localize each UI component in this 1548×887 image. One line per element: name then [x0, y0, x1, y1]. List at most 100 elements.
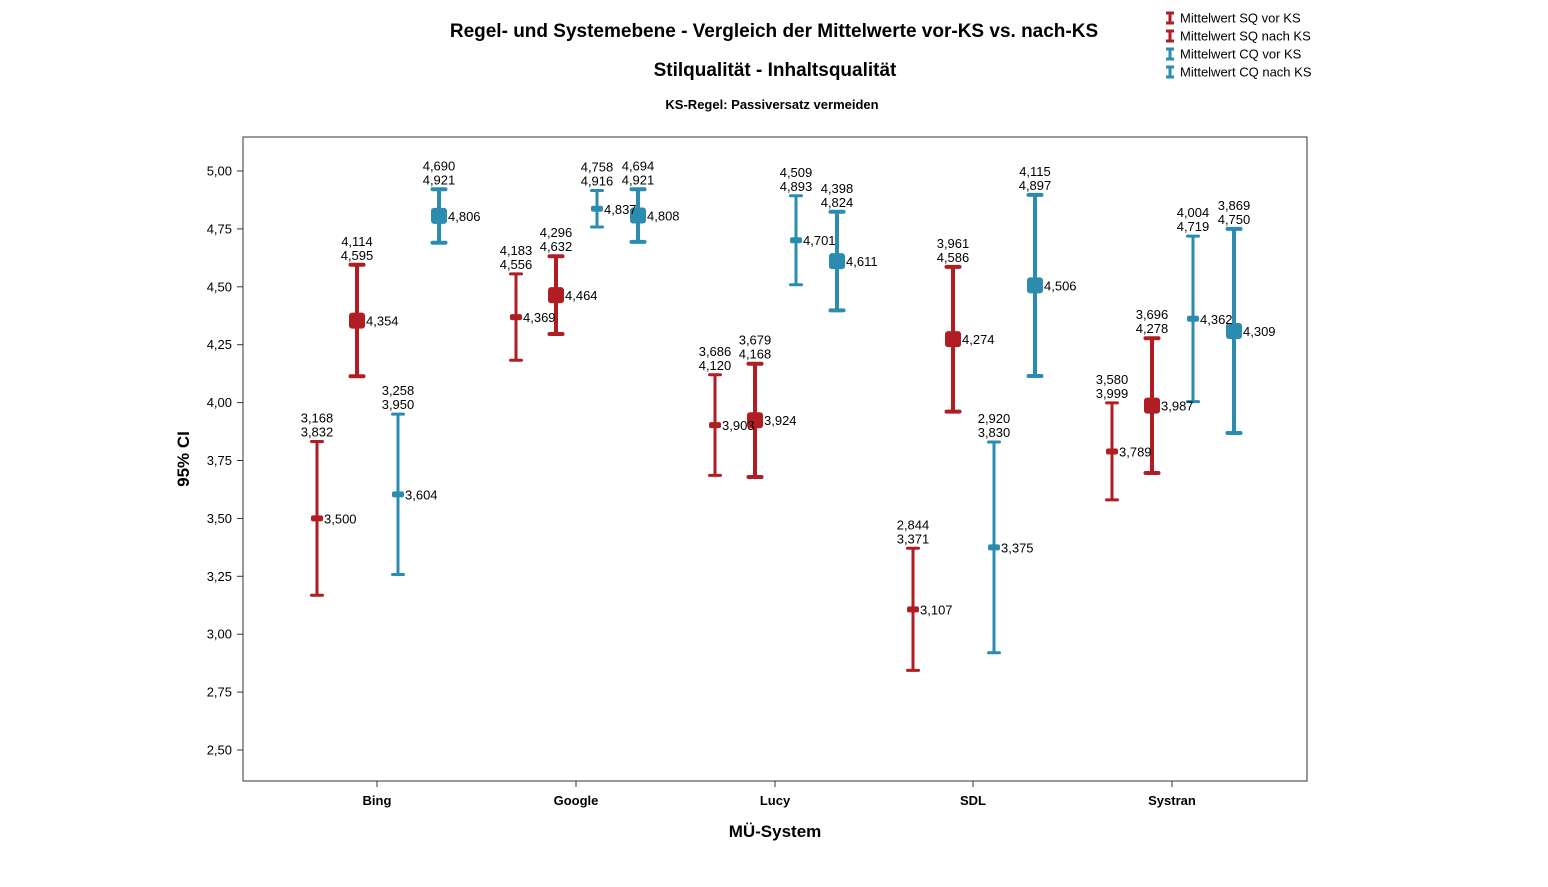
y-tick-label: 4,00 [207, 395, 232, 410]
error-bar-series-4 [1225, 226, 1243, 435]
x-axis: Bing Google Lucy SDL Systran [363, 781, 1196, 808]
mean-marker-square [829, 253, 845, 270]
legend-item-1: Mittelwert SQ vor KS [1166, 11, 1301, 26]
error-bar-series-1 [708, 373, 722, 477]
ci-upper-label: 4,719 [1177, 219, 1210, 234]
ci-upper-label: 4,921 [423, 172, 456, 187]
error-bars [310, 187, 1243, 672]
error-bar-series-2 [746, 361, 764, 479]
y-tick-label: 4,75 [207, 221, 232, 236]
ci-lower-label: 4,115 [1019, 164, 1051, 179]
error-bar-series-4 [828, 209, 846, 313]
mean-marker-small [1106, 448, 1118, 455]
ci-upper-label: 4,586 [937, 250, 970, 265]
ci-lower-label: 4,183 [500, 243, 533, 258]
mean-marker-square [1027, 277, 1043, 294]
x-axis-label: MÜ-System [729, 822, 822, 841]
x-tick-label-lucy: Lucy [760, 793, 791, 808]
ci-upper-label: 3,371 [897, 531, 930, 546]
chart-legend: Mittelwert SQ vor KS Mittelwert SQ nach K… [1166, 11, 1312, 80]
mean-value-label: 4,464 [565, 288, 598, 303]
ci-upper-label: 4,278 [1136, 321, 1169, 336]
mean-value-label: 4,808 [647, 208, 680, 223]
error-bar-series-2 [1143, 336, 1161, 476]
mean-value-label: 4,354 [366, 314, 399, 329]
mean-value-label: 3,500 [324, 511, 357, 526]
ci-lower-label: 3,869 [1218, 198, 1251, 213]
ci-lower-label: 2,844 [897, 517, 930, 532]
ci-lower-label: 3,168 [301, 411, 334, 426]
ci-upper-label: 4,595 [341, 248, 374, 263]
x-tick-label-bing: Bing [363, 793, 392, 808]
mean-marker-small [790, 237, 802, 244]
mean-value-label: 4,362 [1200, 312, 1233, 327]
mean-marker-small [1187, 315, 1199, 322]
error-bar-series-4 [629, 187, 647, 244]
error-bar-series-3 [789, 194, 803, 287]
mean-value-label: 4,837 [604, 202, 637, 217]
ci-upper-label: 4,921 [622, 172, 655, 187]
mean-marker-small [311, 515, 323, 522]
mean-value-label: 4,701 [803, 233, 836, 248]
ci-upper-label: 3,832 [301, 425, 334, 440]
legend-label: Mittelwert SQ nach KS [1180, 29, 1311, 44]
y-axis: 2,50 2,75 3,00 3,25 3,50 3,75 4,00 4,25 4,50 4,75… [207, 164, 243, 758]
y-tick-label: 2,50 [207, 743, 232, 758]
ci-lower-label: 4,398 [821, 181, 854, 196]
ci-lower-label: 4,509 [780, 165, 813, 180]
y-tick-label: 3,00 [207, 627, 232, 642]
y-tick-label: 4,25 [207, 337, 232, 352]
chart-title: Regel- und Systemebene - Vergleich der M… [450, 21, 1098, 42]
mean-value-label: 4,369 [523, 310, 556, 325]
ci-upper-label: 4,556 [500, 257, 533, 272]
mean-value-label: 4,611 [846, 254, 878, 269]
x-tick-label-systran: Systran [1148, 793, 1196, 808]
ci-lower-label: 3,696 [1136, 307, 1169, 322]
legend-item-4: Mittelwert CQ nach KS [1166, 65, 1312, 80]
ci-upper-label: 4,893 [780, 179, 813, 194]
ci-lower-label: 3,679 [739, 333, 772, 348]
ci-lower-label: 3,686 [699, 344, 732, 359]
y-tick-label: 2,75 [207, 685, 232, 700]
ci-lower-label: 3,258 [382, 383, 415, 398]
mean-value-label: 3,789 [1119, 444, 1152, 459]
error-bar-series-3 [590, 188, 604, 229]
ci-lower-label: 4,114 [341, 234, 373, 249]
legend-label: Mittelwert CQ nach KS [1180, 65, 1312, 80]
mean-value-label: 3,107 [920, 602, 953, 617]
x-tick-label-google: Google [554, 793, 599, 808]
ci-lower-label: 3,580 [1096, 372, 1129, 387]
mean-marker-small [392, 491, 404, 498]
ci-lower-label: 4,296 [540, 225, 573, 240]
y-axis-label: 95% CI [174, 431, 193, 487]
mean-marker-square [431, 207, 447, 224]
mean-value-label: 3,903 [722, 418, 755, 433]
mean-marker-small [510, 314, 522, 321]
error-bar-series-1 [1105, 401, 1119, 502]
error-bar-series-3 [987, 440, 1001, 655]
y-tick-label: 3,50 [207, 511, 232, 526]
y-tick-label: 3,75 [207, 453, 232, 468]
mean-marker-square [1226, 323, 1242, 340]
ci-lower-label: 4,690 [423, 158, 456, 173]
x-tick-label-sdl: SDL [960, 793, 986, 808]
ci-upper-label: 4,750 [1218, 212, 1251, 227]
error-bar-series-3 [391, 412, 405, 576]
mean-marker-small [988, 544, 1000, 551]
chart-rule-subtitle: KS-Regel: Passiversatz vermeiden [665, 97, 878, 112]
mean-value-label: 3,924 [764, 413, 797, 428]
mean-marker-square [747, 412, 763, 429]
mean-marker-small [591, 205, 603, 212]
mean-marker-square [630, 207, 646, 224]
ci-upper-label: 4,916 [581, 173, 614, 188]
mean-value-label: 4,309 [1243, 324, 1276, 339]
error-bar-series-3 [1186, 234, 1200, 404]
mean-value-label: 3,987 [1161, 399, 1194, 414]
ci-lower-label: 3,961 [937, 236, 970, 251]
mean-marker-square [945, 331, 961, 348]
mean-value-label: 4,506 [1044, 278, 1077, 293]
ci-upper-label: 4,824 [821, 195, 854, 210]
mean-value-label: 3,375 [1001, 540, 1034, 555]
ci-upper-label: 3,950 [382, 397, 415, 412]
chart-subtitle: Stilqualität - Inhaltsqualität [654, 60, 897, 81]
